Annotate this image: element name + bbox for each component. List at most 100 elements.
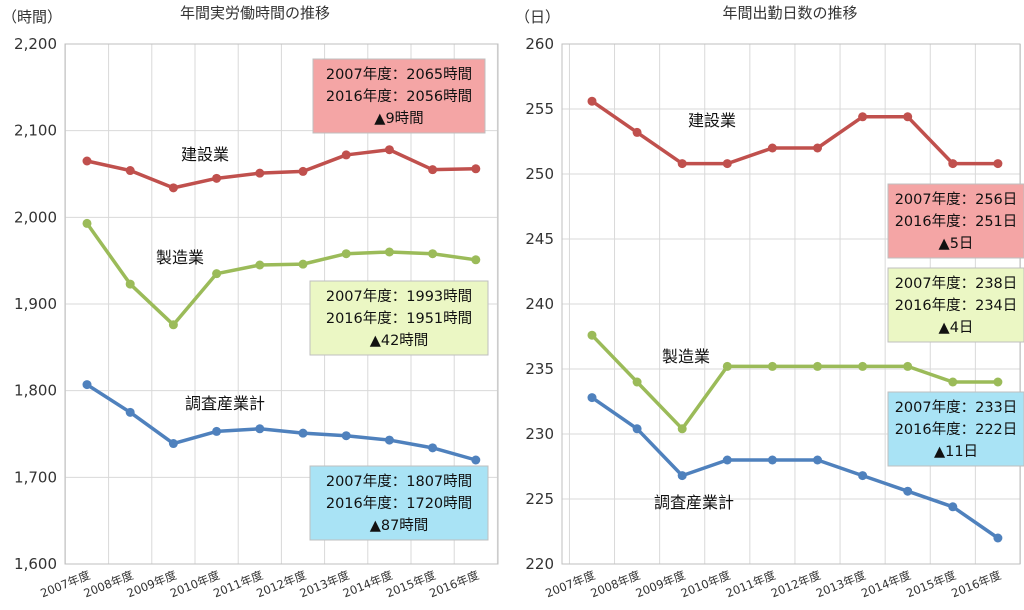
chart1-data-point — [384, 435, 394, 445]
chart1-annotation-text: 2007年度：1993時間 — [326, 288, 472, 305]
chart2-data-point — [722, 455, 732, 465]
chart1-data-point — [255, 424, 265, 434]
chart1-data-point — [82, 156, 92, 166]
chart2-data-point — [948, 159, 958, 169]
chart2-data-point — [948, 502, 958, 512]
chart2-x-tick-label: 2015年度 — [904, 568, 958, 601]
chart2-data-point — [903, 361, 913, 371]
chart2-data-point — [632, 424, 642, 434]
chart2-annotation-text: 2016年度：234日 — [895, 297, 1018, 314]
chart1-data-point — [82, 218, 92, 228]
chart2-y-tick-label: 250 — [525, 165, 554, 183]
chart2-data-point — [813, 143, 822, 153]
chart1-y-tick-label: 1,700 — [14, 468, 57, 486]
chart2-y-tick-label: 245 — [525, 230, 554, 248]
chart2-data-point — [858, 471, 868, 481]
chart2-x-tick-label: 2010年度 — [679, 568, 733, 601]
chart2-x-tick-label: 2014年度 — [859, 568, 913, 601]
chart1-data-point — [125, 407, 135, 417]
chart1-series-label-1: 建設業 — [181, 145, 229, 164]
chart2-data-point — [903, 112, 913, 122]
chart2-data-point — [722, 159, 732, 169]
chart1-unit-label: （時間） — [2, 8, 62, 26]
chart2-unit-label: （日） — [515, 8, 560, 26]
chart1-data-point — [341, 431, 351, 441]
chart1-title: 年間実労働時間の推移 — [180, 4, 330, 22]
chart1-data-point — [428, 443, 438, 453]
chart1-data-point — [212, 173, 222, 183]
chart2-data-point — [677, 424, 687, 434]
chart1-data-point — [384, 145, 394, 155]
chart2-data-point — [722, 361, 732, 371]
chart1-y-tick-label: 1,600 — [14, 555, 57, 573]
chart2-x-tick-label: 2016年度 — [949, 568, 1003, 601]
chart2-data-point — [587, 393, 597, 403]
chart2-y-tick-label: 240 — [525, 295, 554, 313]
chart1-data-point — [168, 439, 178, 449]
chart1-data-point — [298, 428, 308, 438]
chart2-data-point — [993, 533, 1003, 543]
chart2-annotation-text: 2016年度：251日 — [895, 213, 1018, 230]
chart2-series-line-1 — [591, 99, 998, 166]
chart1-data-point — [255, 168, 265, 178]
chart2-y-tick-label: 225 — [525, 490, 554, 508]
chart2-x-tick-label: 2011年度 — [724, 568, 778, 601]
chart1-y-tick-label: 2,000 — [14, 208, 57, 226]
chart1-annotation-text: 2016年度：1951時間 — [326, 310, 472, 327]
chart2-data-point — [632, 377, 642, 387]
chart1-annotation-text: ▲9時間 — [374, 110, 423, 127]
chart2-annotation-box-1 — [887, 183, 1024, 259]
chart1-annotation-text: 2016年度：1720時間 — [326, 495, 472, 512]
chart2-data-point — [677, 159, 687, 169]
chart2-x-tick-label: 2009年度 — [634, 568, 688, 601]
chart1-y-tick-label: 2,200 — [14, 35, 57, 53]
chart2-data-point — [993, 377, 1003, 387]
chart1-series-line-2 — [85, 222, 477, 327]
chart1-data-point — [125, 279, 135, 289]
chart1-annotation-text: 2016年度：2056時間 — [326, 88, 472, 105]
chart1-y-tick-label: 1,900 — [14, 295, 57, 313]
chart2-x-tick-label: 2013年度 — [814, 568, 868, 601]
chart1-x-tick-label: 2016年度 — [427, 568, 481, 601]
chart1-series-label-2: 製造業 — [156, 248, 204, 267]
chart1-y-tick-label: 1,800 — [14, 382, 57, 400]
chart2-y-tick-label: 255 — [525, 100, 554, 118]
chart1-data-point — [471, 255, 481, 265]
chart2-data-point — [903, 486, 913, 496]
chart1-series-line-1 — [86, 147, 476, 190]
chart1-data-point — [125, 166, 135, 176]
chart2-annotation-text: ▲5日 — [939, 236, 974, 252]
chart1-plot-area — [64, 43, 499, 565]
chart1-data-point — [82, 380, 92, 390]
chart2-data-point — [587, 96, 597, 106]
chart2-data-point — [993, 159, 1003, 169]
chart2-y-tick-label: 230 — [525, 425, 554, 443]
chart1-annotation-text: ▲42時間 — [370, 332, 429, 349]
chart2-title: 年間出勤日数の推移 — [722, 4, 857, 22]
chart2-series-line-2 — [590, 333, 998, 431]
chart1-data-point — [428, 249, 438, 259]
chart2-x-tick-label: 2012年度 — [769, 568, 823, 601]
chart1-data-point — [341, 249, 351, 259]
chart2-y-tick-label: 235 — [525, 360, 554, 378]
chart2-annotation-text: ▲11日 — [934, 444, 978, 460]
chart2-y-tick-label: 220 — [525, 555, 554, 573]
chart2-annotation-text: 2007年度：256日 — [895, 191, 1018, 208]
chart1-data-point — [298, 259, 308, 269]
chart1-annotation-text: ▲87時間 — [370, 517, 429, 534]
chart2-x-tick-label: 2008年度 — [589, 568, 643, 601]
chart1-annotation-text: 2007年度：2065時間 — [326, 66, 472, 83]
chart1-annotation-text: 2007年度：1807時間 — [326, 473, 472, 490]
chart1-series-line-3 — [86, 383, 477, 462]
chart2-data-point — [767, 143, 777, 153]
chart2-annotation-text: 2007年度：238日 — [895, 275, 1018, 292]
chart2-annotation-text: ▲4日 — [939, 320, 974, 336]
chart1-data-point — [212, 269, 222, 279]
chart1-data-point — [168, 320, 178, 330]
chart1-data-point — [298, 166, 308, 176]
chart1-data-point — [384, 247, 394, 257]
chart2-annotation-box-2 — [887, 267, 1024, 343]
chart2-data-point — [858, 112, 868, 122]
chart1-data-point — [212, 426, 222, 436]
